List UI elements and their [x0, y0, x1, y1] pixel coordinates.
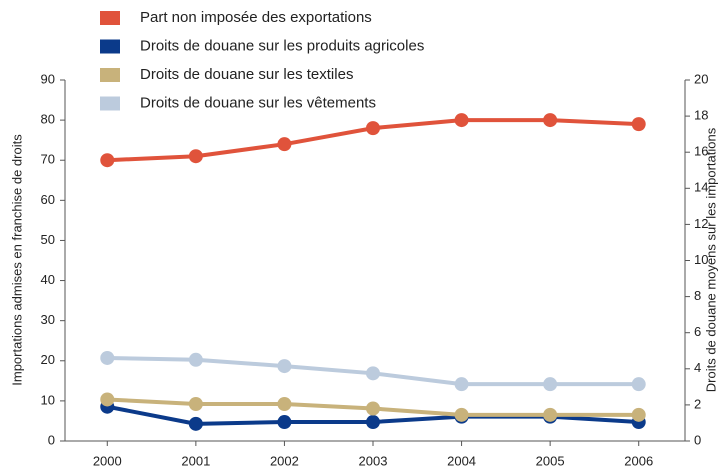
data-point	[631, 377, 646, 392]
y-tick-label: 10	[41, 392, 55, 407]
legend-swatch	[100, 11, 120, 25]
x-tick-label: 2001	[181, 453, 210, 468]
y2-tick-label: 12	[694, 216, 708, 231]
data-point	[188, 396, 203, 411]
y-tick-label: 0	[48, 432, 55, 447]
y-tick-label: 20	[41, 352, 55, 367]
data-point	[188, 416, 203, 431]
x-tick-label: 2006	[624, 453, 653, 468]
data-point	[100, 392, 115, 407]
data-point	[454, 113, 469, 128]
data-point	[543, 113, 558, 128]
data-point	[277, 415, 292, 430]
data-point	[277, 396, 292, 411]
y2-tick-label: 0	[694, 432, 701, 447]
y-tick-label: 70	[41, 152, 55, 167]
legend-swatch	[100, 68, 120, 82]
y2-tick-label: 6	[694, 324, 701, 339]
y2-tick-label: 20	[694, 71, 708, 86]
y-tick-label: 80	[41, 112, 55, 127]
data-point	[366, 366, 380, 381]
y-tick-label: 90	[41, 71, 55, 86]
data-point	[631, 117, 646, 132]
data-point	[100, 350, 115, 365]
data-point	[277, 359, 292, 374]
y2-tick-label: 14	[694, 180, 708, 195]
data-point	[366, 401, 380, 416]
y2-tick-label: 8	[694, 288, 701, 303]
x-tick-label: 2002	[270, 453, 299, 468]
y2-tick-label: 4	[694, 360, 701, 375]
data-point	[188, 352, 203, 367]
y-tick-label: 40	[41, 272, 55, 287]
data-point	[543, 407, 558, 422]
y2-tick-label: 16	[694, 144, 708, 159]
y-tick-label: 60	[41, 192, 55, 207]
y2-tick-label: 18	[694, 108, 708, 123]
legend-swatch	[100, 96, 120, 111]
legend-label: Droits de douane sur les textiles	[140, 66, 353, 83]
x-tick-label: 2000	[93, 453, 122, 468]
data-point	[100, 153, 115, 168]
legend-swatch	[100, 39, 120, 54]
x-tick-label: 2003	[359, 453, 388, 468]
y-axis-title: Importations admises en franchise de dro…	[9, 134, 24, 386]
data-point	[454, 377, 469, 392]
legend-label: Droits de douane sur les vêtements	[140, 94, 376, 111]
x-tick-label: 2005	[536, 453, 565, 468]
y-tick-label: 30	[41, 312, 55, 327]
y-tick-label: 50	[41, 232, 55, 247]
data-point	[454, 407, 469, 422]
legend-label: Part non imposée des exportations	[140, 9, 372, 26]
data-point	[543, 377, 558, 392]
x-tick-label: 2004	[447, 453, 476, 468]
data-point	[188, 149, 203, 164]
y2-tick-label: 10	[694, 252, 708, 267]
data-point	[366, 415, 380, 430]
y2-axis-title: Droits de douane moyens sur les importat…	[703, 127, 718, 392]
data-point	[631, 407, 646, 422]
data-point	[277, 137, 292, 152]
y2-tick-label: 2	[694, 396, 701, 411]
legend-label: Droits de douane sur les produits agrico…	[140, 37, 424, 54]
data-point	[366, 121, 380, 136]
